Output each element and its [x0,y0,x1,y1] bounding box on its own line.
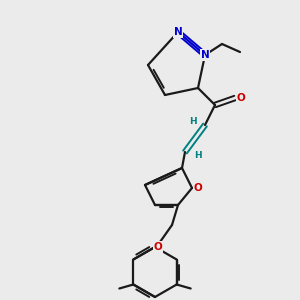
Text: H: H [194,151,202,160]
Text: O: O [237,93,245,103]
Text: O: O [154,242,162,252]
Text: N: N [201,50,209,60]
Text: H: H [189,118,197,127]
Text: O: O [194,183,202,193]
Text: N: N [174,27,182,37]
